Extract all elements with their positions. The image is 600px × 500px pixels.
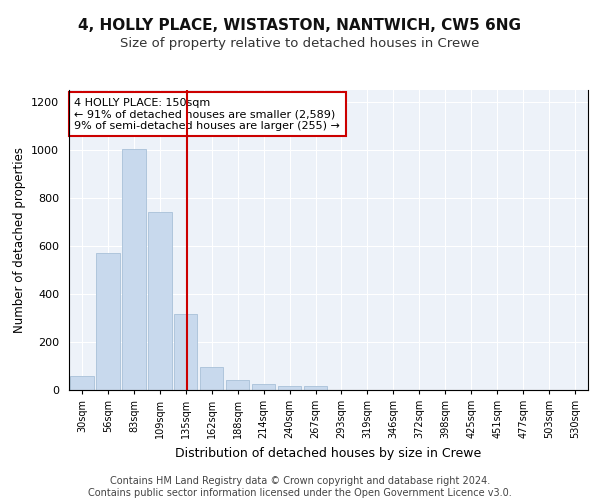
Bar	[122, 149, 146, 390]
Text: Size of property relative to detached houses in Crewe: Size of property relative to detached ho…	[121, 38, 479, 51]
Bar	[304, 386, 327, 390]
Text: Contains HM Land Registry data © Crown copyright and database right 2024.
Contai: Contains HM Land Registry data © Crown c…	[88, 476, 512, 498]
Text: 4, HOLLY PLACE, WISTASTON, NANTWICH, CW5 6NG: 4, HOLLY PLACE, WISTASTON, NANTWICH, CW5…	[79, 18, 521, 32]
Text: 4 HOLLY PLACE: 150sqm
← 91% of detached houses are smaller (2,589)
9% of semi-de: 4 HOLLY PLACE: 150sqm ← 91% of detached …	[74, 98, 340, 130]
X-axis label: Distribution of detached houses by size in Crewe: Distribution of detached houses by size …	[175, 446, 482, 460]
Bar	[174, 314, 197, 390]
Bar	[278, 386, 301, 390]
Bar	[70, 376, 94, 390]
Bar	[200, 367, 223, 390]
Bar	[252, 384, 275, 390]
Bar	[148, 212, 172, 390]
Bar	[96, 253, 119, 390]
Bar	[226, 380, 250, 390]
Y-axis label: Number of detached properties: Number of detached properties	[13, 147, 26, 333]
